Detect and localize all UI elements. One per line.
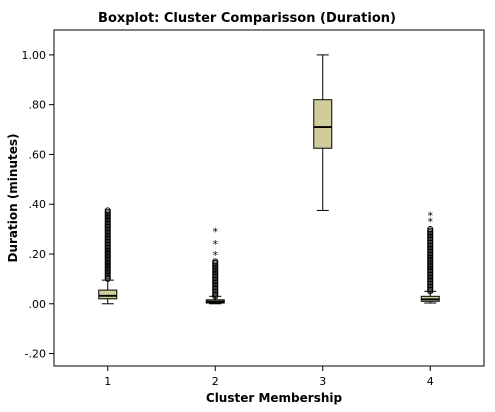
y-tick-label: .60 bbox=[29, 148, 47, 161]
x-tick-label: 1 bbox=[104, 375, 111, 388]
box-iqr bbox=[98, 289, 118, 300]
y-tick-label: .80 bbox=[29, 99, 47, 112]
extreme-point: * bbox=[428, 216, 434, 229]
extreme-point: * bbox=[213, 249, 219, 262]
extreme-point: * bbox=[428, 209, 434, 222]
chart-marks: 1.00.80.60.40.20.00-.201 2 3 4***** bbox=[22, 49, 440, 388]
x-tick-label: 3 bbox=[319, 375, 326, 388]
outlier-point bbox=[212, 258, 219, 265]
outlier-point bbox=[104, 207, 111, 214]
plot-area bbox=[53, 29, 485, 367]
x-tick-label: 2 bbox=[212, 375, 219, 388]
y-tick-label: .40 bbox=[29, 198, 47, 211]
x-tick-label: 4 bbox=[427, 375, 434, 388]
y-axis-label: Duration (minutes) bbox=[6, 133, 20, 262]
outlier-point bbox=[427, 226, 434, 233]
x-axis-label: Cluster Membership bbox=[206, 391, 343, 405]
y-tick-label: 1.00 bbox=[22, 49, 47, 62]
y-tick-label: .00 bbox=[29, 298, 47, 311]
chart-title: Boxplot: Cluster Comparisson (Duration) bbox=[98, 11, 396, 26]
y-tick-label: -.20 bbox=[25, 348, 46, 361]
extreme-point: * bbox=[213, 238, 219, 251]
extreme-point: * bbox=[213, 226, 219, 239]
box-iqr bbox=[313, 99, 333, 149]
y-tick-label: .20 bbox=[29, 248, 47, 261]
